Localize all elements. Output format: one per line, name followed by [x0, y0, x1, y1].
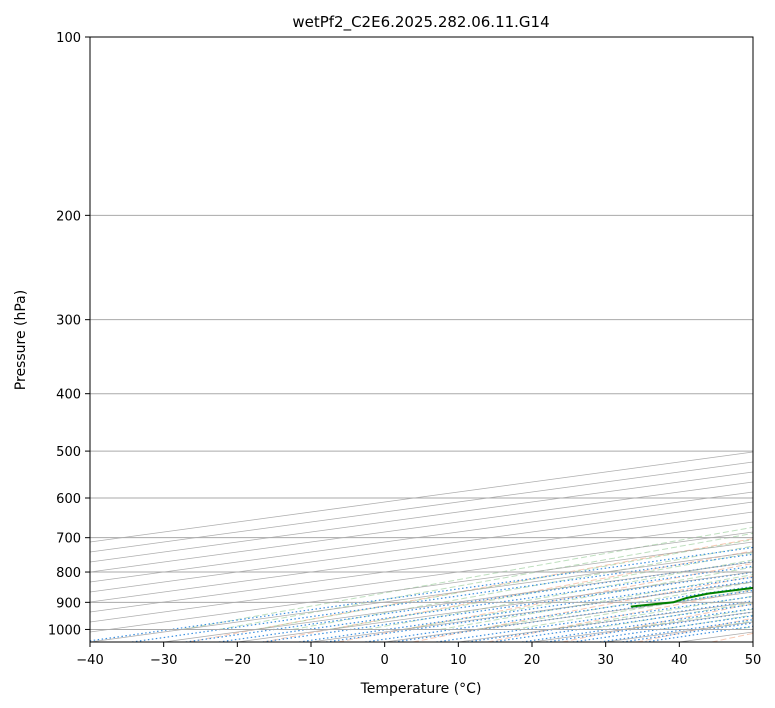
- isotherm: [90, 471, 753, 563]
- isotherm: [90, 481, 753, 573]
- y-axis-ticks: 100 200 300 400 500 600 700 800 900 1000: [48, 31, 90, 638]
- isotherm: [90, 501, 753, 593]
- x-tick-label: −30: [150, 653, 177, 668]
- x-tick-label: 30: [597, 653, 614, 668]
- y-tick-label: 1000: [48, 623, 81, 638]
- dry-adiabat: [412, 575, 753, 642]
- x-tick-label: −40: [76, 653, 103, 668]
- background-reference-lines: [90, 526, 753, 642]
- y-tick-label: 300: [56, 314, 81, 329]
- y-tick-label: 800: [56, 566, 81, 581]
- chart-title: wetPf2_C2E6.2025.282.06.11.G14: [292, 13, 549, 32]
- mixing-ratio-line: [492, 603, 753, 642]
- isotherm: [90, 531, 753, 623]
- y-tick-label: 900: [56, 596, 81, 611]
- dry-adiabat: [487, 589, 753, 642]
- y-tick-label: 200: [56, 209, 81, 224]
- x-tick-label: 10: [450, 653, 467, 668]
- x-tick-label: 20: [524, 653, 541, 668]
- y-tick-label: 100: [56, 31, 81, 46]
- isotherm: [90, 461, 753, 553]
- plot-frame: [89, 36, 754, 643]
- moist-adiabat: [477, 581, 753, 630]
- mixing-ratio-line: [131, 553, 753, 642]
- y-tick-label: 600: [56, 492, 81, 507]
- x-tick-label: 0: [381, 653, 389, 668]
- moist-adiabat: [329, 552, 753, 630]
- x-tick-label: 50: [745, 653, 762, 668]
- y-axis-label: Pressure (hPa): [13, 290, 29, 390]
- isotherm: [90, 521, 753, 613]
- isotherm: [90, 451, 753, 543]
- isotherm: [90, 491, 753, 583]
- y-tick-label: 400: [56, 388, 81, 403]
- x-axis-ticks: −40 −30 −20 −10 0 10 20 30 40 50: [76, 642, 761, 668]
- x-axis-label: Temperature (°C): [360, 681, 482, 697]
- x-tick-label: 40: [671, 653, 688, 668]
- mixing-ratio-line: [90, 546, 753, 642]
- y-tick-label: 500: [56, 445, 81, 460]
- moist-adiabat: [219, 532, 753, 630]
- moist-adiabat: [182, 526, 753, 630]
- mixing-ratio-line: [436, 595, 753, 642]
- x-tick-label: −20: [224, 653, 251, 668]
- dry-adiabat: [263, 550, 753, 642]
- y-tick-label: 700: [56, 532, 81, 547]
- grid-lines: [90, 37, 753, 642]
- mixing-ratio-line: [522, 608, 753, 642]
- isotherm: [90, 511, 753, 603]
- x-tick-label: −10: [297, 653, 324, 668]
